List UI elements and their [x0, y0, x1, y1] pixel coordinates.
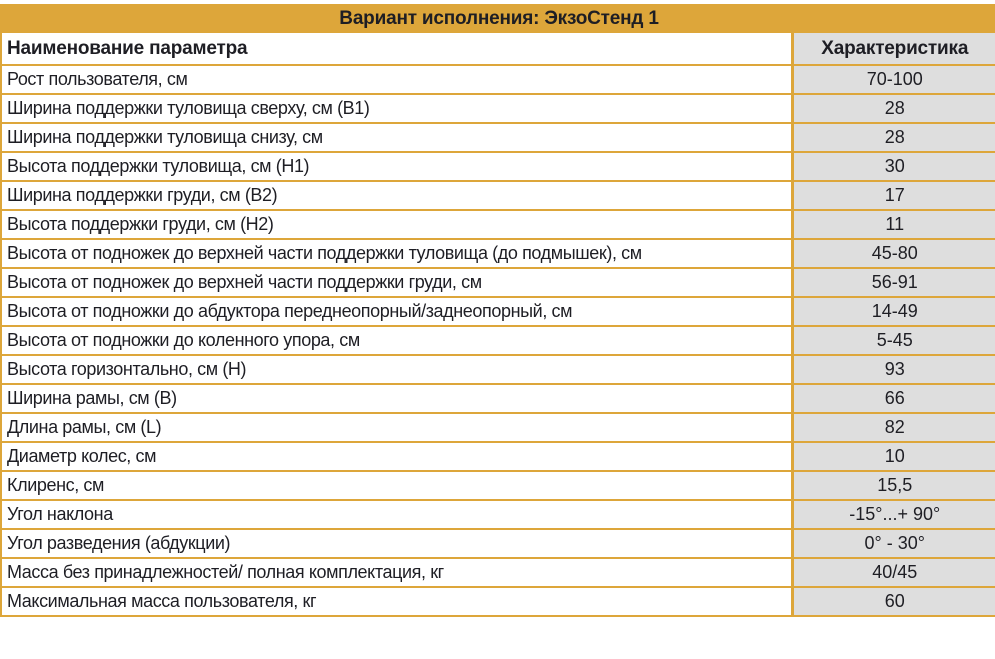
parameter-name-cell: Клиренс, см: [1, 471, 794, 501]
table-row: Ширина поддержки груди, см (B2) 17: [1, 181, 995, 211]
table-row: Клиренс, см 15,5: [1, 471, 995, 501]
parameter-name-cell: Ширина поддержки груди, см (B2): [1, 181, 794, 211]
parameter-name-cell: Угол наклона: [1, 500, 794, 530]
parameter-value-cell: 5-45: [792, 326, 995, 356]
table-row: Максимальная масса пользователя, кг 60: [1, 587, 995, 617]
table-title: Вариант исполнения: ЭкзоСтенд 1: [1, 4, 995, 33]
parameter-value-cell: 17: [792, 181, 995, 211]
table-row: Высота поддержки туловища, см (H1) 30: [1, 152, 995, 182]
parameter-name-cell: Диаметр колес, см: [1, 442, 794, 472]
parameter-name-cell: Высота от подножки до абдуктора переднео…: [1, 297, 794, 327]
table-row: Ширина поддержки туловища снизу, см 28: [1, 123, 995, 153]
spec-table-body: Рост пользователя, см 70-100 Ширина поддер…: [1, 65, 995, 617]
table-row: Высота от подножек до верхней части подд…: [1, 239, 995, 269]
table-row: Высота горизонтально, см (H) 93: [1, 355, 995, 385]
parameter-value-cell: 56-91: [792, 268, 995, 298]
parameter-value-cell: 66: [792, 384, 995, 414]
parameter-name-cell: Высота от подножек до верхней части подд…: [1, 268, 794, 298]
parameter-value-cell: 15,5: [792, 471, 995, 501]
parameter-value-cell: 14-49: [792, 297, 995, 327]
parameter-name-cell: Ширина поддержки туловища сверху, см (B1…: [1, 94, 794, 124]
parameter-value-cell: 40/45: [792, 558, 995, 588]
table-row: Высота поддержки груди, см (H2) 11: [1, 210, 995, 240]
parameter-name-cell: Угол разведения (абдукции): [1, 529, 794, 559]
column-header-parameter: Наименование параметра: [1, 33, 794, 66]
parameter-name-cell: Масса без принадлежностей/ полная компле…: [1, 558, 794, 588]
parameter-name-cell: Максимальная масса пользователя, кг: [1, 587, 794, 617]
parameter-value-cell: 93: [792, 355, 995, 385]
header-row: Наименование параметра Характеристика: [1, 33, 995, 66]
parameter-value-cell: 82: [792, 413, 995, 443]
table-row: Ширина рамы, см (B) 66: [1, 384, 995, 414]
parameter-name-cell: Длина рамы, см (L): [1, 413, 794, 443]
table-row: Угол наклона -15°...+ 90°: [1, 500, 995, 530]
table-row: Масса без принадлежностей/ полная компле…: [1, 558, 995, 588]
table-row: Диаметр колес, см 10: [1, 442, 995, 472]
parameter-value-cell: 60: [792, 587, 995, 617]
parameter-name-cell: Высота поддержки туловища, см (H1): [1, 152, 794, 182]
table-row: Угол разведения (абдукции) 0° - 30°: [1, 529, 995, 559]
parameter-value-cell: 30: [792, 152, 995, 182]
parameter-value-cell: 0° - 30°: [792, 529, 995, 559]
parameter-name-cell: Ширина поддержки туловища снизу, см: [1, 123, 794, 153]
table-row: Высота от подножки до коленного упора, с…: [1, 326, 995, 356]
parameter-value-cell: 70-100: [792, 65, 995, 95]
column-header-value: Характеристика: [792, 33, 995, 66]
title-row: Вариант исполнения: ЭкзоСтенд 1: [1, 4, 995, 33]
parameter-name-cell: Высота поддержки груди, см (H2): [1, 210, 794, 240]
parameter-name-cell: Высота от подножки до коленного упора, с…: [1, 326, 794, 356]
parameter-value-cell: 28: [792, 123, 995, 153]
table-row: Рост пользователя, см 70-100: [1, 65, 995, 95]
spec-table: Вариант исполнения: ЭкзоСтенд 1 Наименов…: [0, 4, 995, 617]
parameter-value-cell: 10: [792, 442, 995, 472]
parameter-name-cell: Ширина рамы, см (B): [1, 384, 794, 414]
parameter-value-cell: 11: [792, 210, 995, 240]
parameter-value-cell: 28: [792, 94, 995, 124]
table-row: Высота от подножек до верхней части подд…: [1, 268, 995, 298]
parameter-name-cell: Рост пользователя, см: [1, 65, 794, 95]
parameter-name-cell: Высота горизонтально, см (H): [1, 355, 794, 385]
parameter-name-cell: Высота от подножек до верхней части подд…: [1, 239, 794, 269]
table-row: Длина рамы, см (L) 82: [1, 413, 995, 443]
table-row: Высота от подножки до абдуктора переднео…: [1, 297, 995, 327]
parameter-value-cell: 45-80: [792, 239, 995, 269]
table-row: Ширина поддержки туловища сверху, см (B1…: [1, 94, 995, 124]
parameter-value-cell: -15°...+ 90°: [792, 500, 995, 530]
